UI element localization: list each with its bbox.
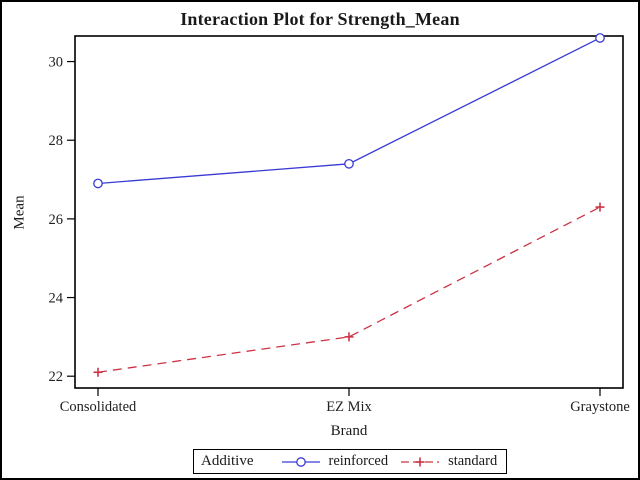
legend-label-reinforced: reinforced [328, 453, 389, 469]
y-axis-label: Mean [11, 195, 28, 230]
y-tick-label: 24 [49, 291, 64, 307]
x-tick-label: Graystone [570, 399, 630, 415]
marker-circle-reinforced [344, 158, 354, 169]
legend-sample-standard [401, 457, 440, 466]
marker-circle-reinforced [295, 456, 306, 467]
series-line-standard [97, 206, 601, 373]
y-tick-label: 22 [49, 369, 64, 385]
marker-circle-reinforced [595, 33, 605, 43]
legend-entries: reinforced standard [280, 453, 509, 470]
x-tick-label: EZ Mix [326, 399, 372, 415]
legend-label-standard: standard [448, 453, 498, 469]
legend: Additive reinforced standard [193, 449, 507, 474]
legend-entry-reinforced: reinforced [280, 453, 389, 470]
marker-circle-reinforced [93, 178, 103, 189]
y-tick-label: 26 [49, 212, 64, 228]
y-tick-label: 28 [49, 133, 64, 149]
chart-title: Interaction Plot for Strength_Mean [180, 9, 460, 29]
legend-sample-reinforced [281, 456, 320, 467]
x-axis-label: Brand [330, 423, 368, 439]
legend-title: Additive [201, 453, 254, 469]
y-tick-label: 30 [49, 55, 64, 71]
x-tick-label: Consolidated [60, 399, 137, 415]
legend-entry-standard: standard [399, 453, 497, 470]
